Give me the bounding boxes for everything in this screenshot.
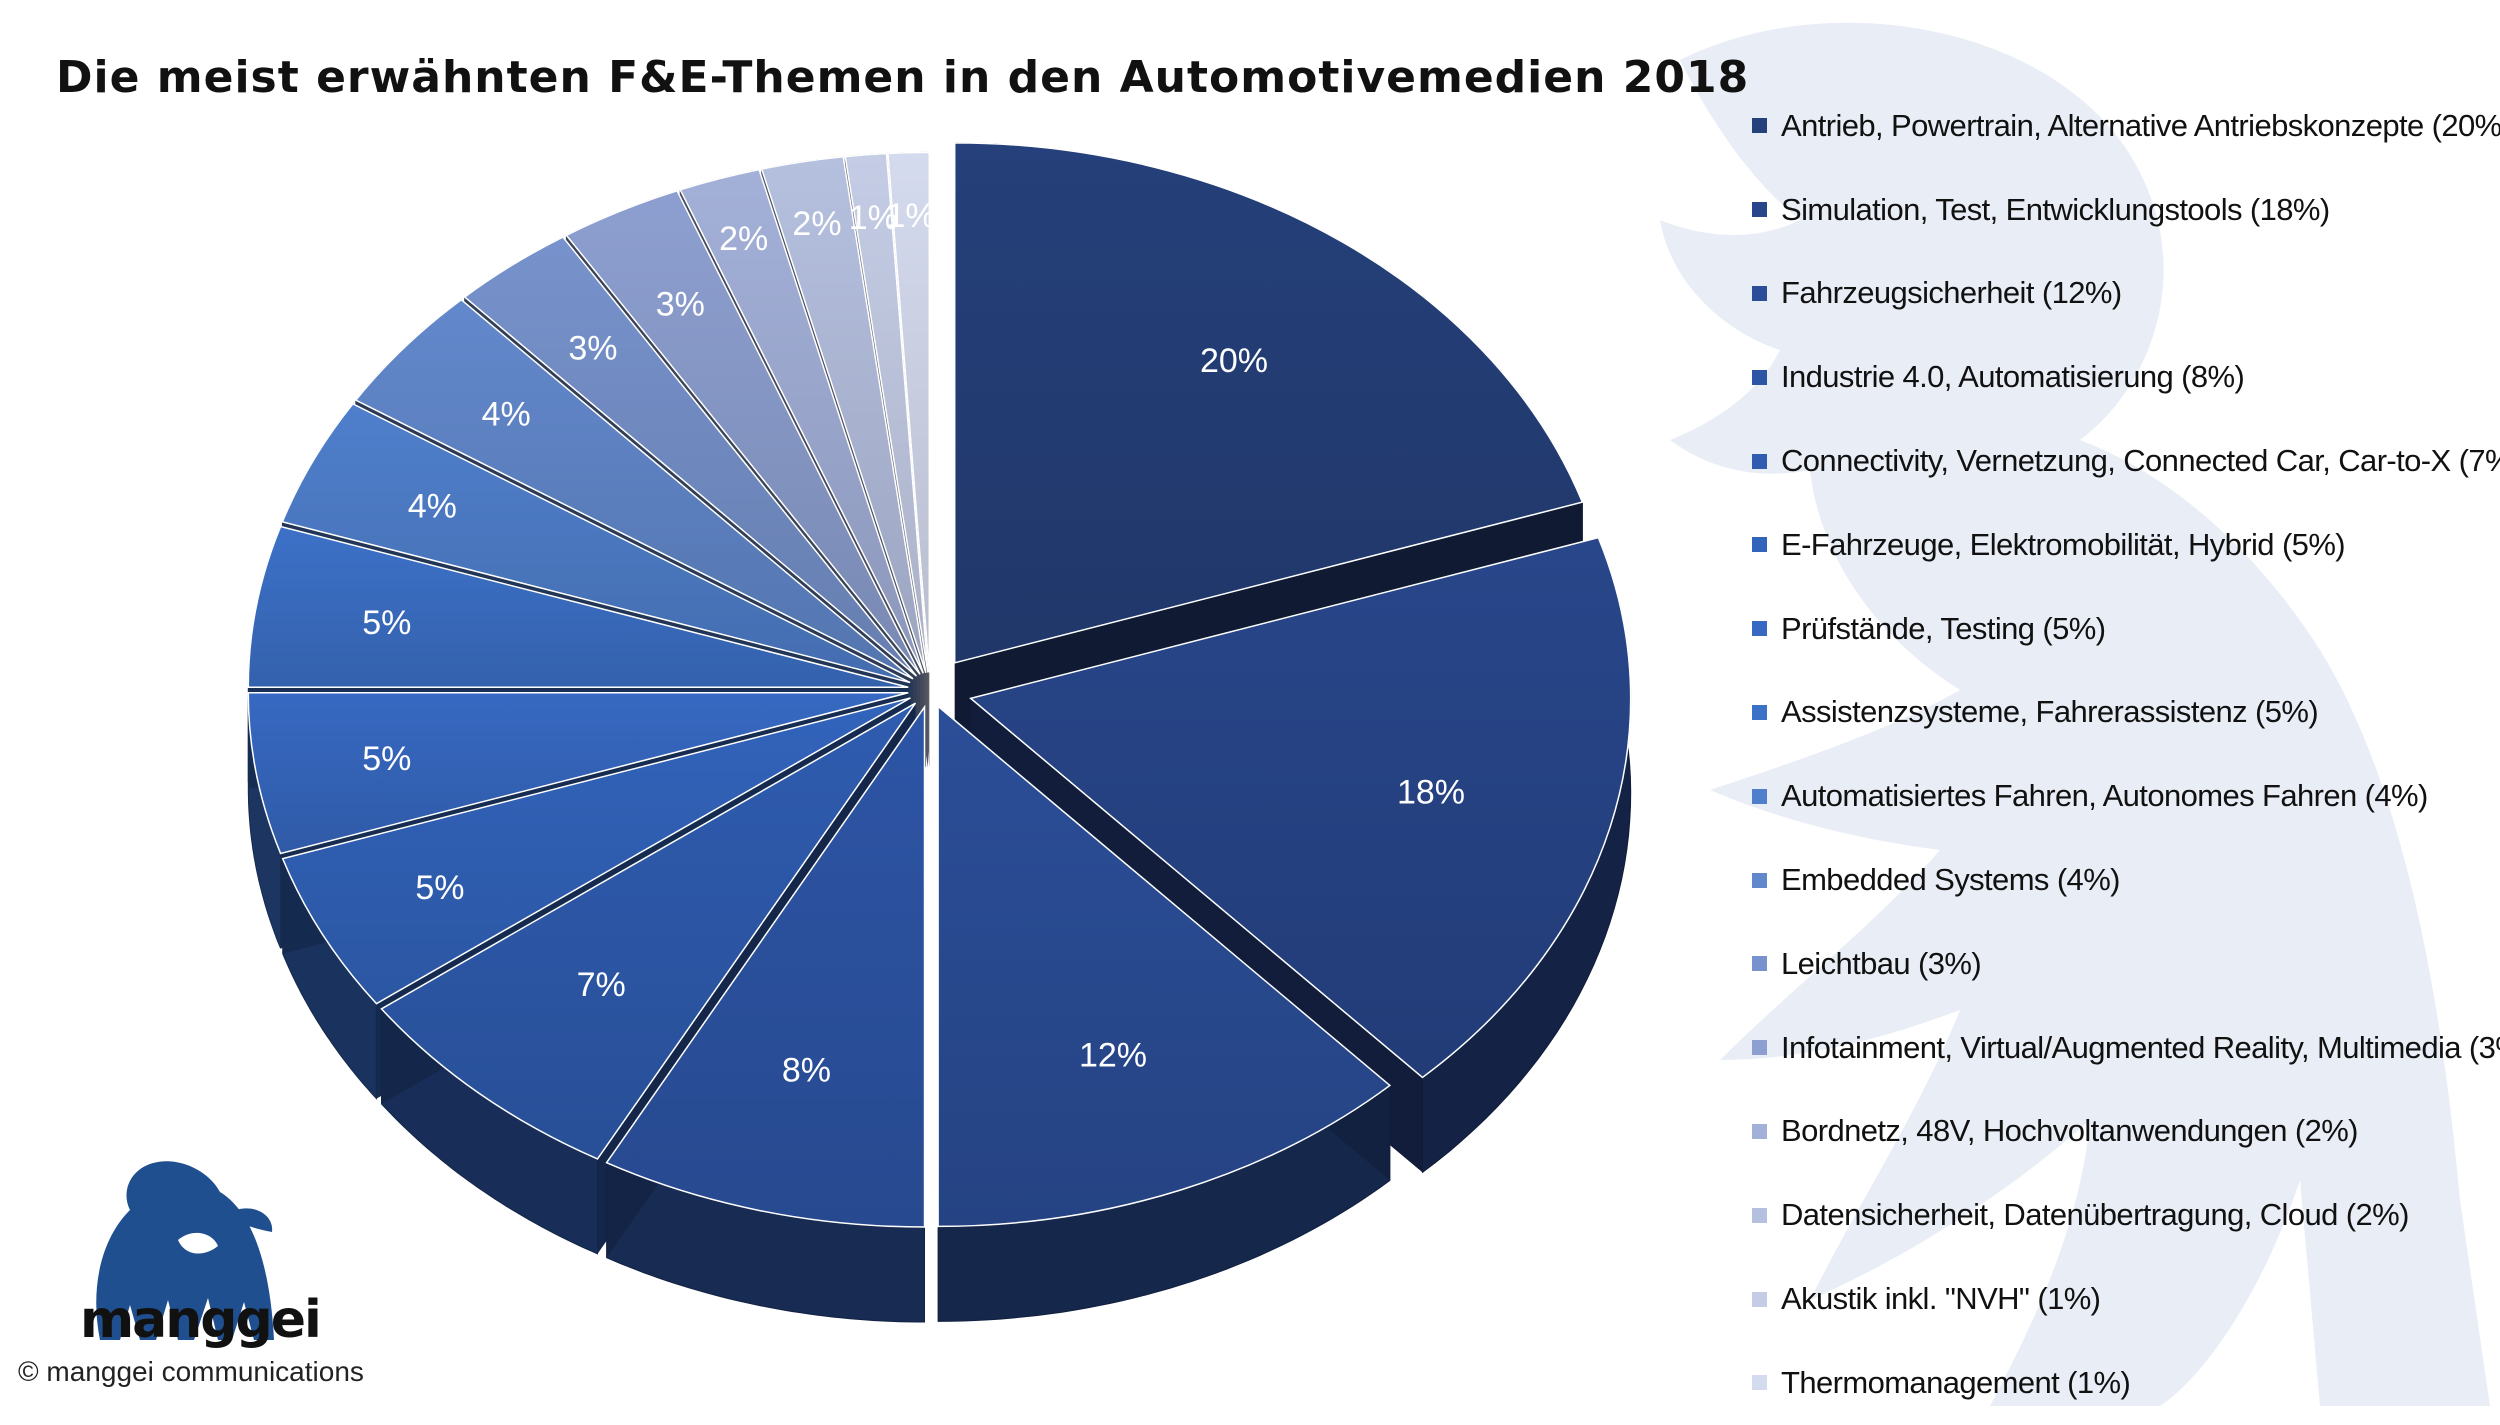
legend-label: Assistenzsysteme, Fahrerassistenz (5%) xyxy=(1781,694,2319,730)
slice-value-label: 5% xyxy=(415,869,464,907)
pie-slice-6 xyxy=(281,697,911,1005)
legend-swatch xyxy=(1752,285,1767,301)
legend-item: Antrieb, Powertrain, Alternative Antrieb… xyxy=(1752,84,2500,168)
legend-item: Infotainment, Virtual/Augmented Reality,… xyxy=(1752,1006,2500,1090)
pie-slice-14 xyxy=(760,155,927,673)
slice-value-label: 2% xyxy=(792,205,841,243)
pie-chart: 20%18%12%8%7%5%5%5%4%4%3%3%2% 2% 1%1% xyxy=(247,142,1632,1323)
legend-swatch xyxy=(1752,1123,1767,1139)
chart-title: Die meist erwähnten F&E-Themen in den Au… xyxy=(56,52,1750,103)
legend-swatch xyxy=(1752,202,1767,218)
legend-item: E-Fahrzeuge, Elektromobilität, Hybrid (5… xyxy=(1752,503,2492,587)
pie-slice-4 xyxy=(605,704,926,1228)
legend-label: Connectivity, Vernetzung, Connected Car,… xyxy=(1781,443,2500,479)
legend-label: Simulation, Test, Entwicklungstools (18%… xyxy=(1781,191,2330,227)
legend-label: Embedded Systems (4%) xyxy=(1781,862,2120,898)
legend-item: Bordnetz, 48V, Hochvoltanwendungen (2%) xyxy=(1752,1090,2492,1174)
legend-label: Thermomanagement (1%) xyxy=(1781,1364,2131,1400)
legend-swatch xyxy=(1752,1207,1767,1223)
legend-item: Industrie 4.0, Automatisierung (8%) xyxy=(1752,335,2492,419)
legend-swatch xyxy=(1752,369,1767,385)
legend-swatch xyxy=(1752,453,1767,469)
pie-slice-15 xyxy=(844,152,929,673)
slice-value-label: 8% xyxy=(782,1052,831,1090)
pie-slice-1 xyxy=(953,142,1584,664)
legend-label: Prüfstände, Testing (5%) xyxy=(1781,610,2106,646)
legend-swatch xyxy=(1752,537,1767,553)
legend-item: Leichtbau (3%) xyxy=(1752,922,2492,1006)
slice-value-label: 7% xyxy=(577,966,626,1004)
legend-swatch xyxy=(1752,118,1767,134)
slice-value-label: 2% xyxy=(719,220,768,258)
eagle-watermark xyxy=(1660,22,2490,1406)
legend-label: Akustik inkl. "NVH" (1%) xyxy=(1781,1281,2101,1317)
legend-swatch xyxy=(1752,788,1767,804)
slice-value-label: 1% xyxy=(887,197,936,235)
slice-value-label: 18% xyxy=(1397,774,1465,812)
pie-slice-13 xyxy=(679,168,924,674)
legend-label: Datensicherheit, Datenübertragung, Cloud… xyxy=(1781,1197,2409,1233)
legend-label: Bordnetz, 48V, Hochvoltanwendungen (2%) xyxy=(1781,1113,2359,1149)
legend-swatch xyxy=(1752,1291,1767,1307)
slice-value-label: 3% xyxy=(568,329,617,367)
pie-slice-9 xyxy=(281,402,911,684)
slice-value-label: 5% xyxy=(362,740,411,778)
legend-label: Leichtbau (3%) xyxy=(1781,945,1982,981)
legend-item: Simulation, Test, Entwicklungstools (18%… xyxy=(1752,168,2492,252)
slice-value-label: 4% xyxy=(408,487,457,525)
legend-label: E-Fahrzeuge, Elektromobilität, Hybrid (5… xyxy=(1781,526,2346,562)
legend-item: Thermomanagement (1%) xyxy=(1752,1341,2492,1425)
pie-slice-11 xyxy=(463,236,918,677)
pie-slice-5 xyxy=(380,702,917,1160)
pie-slice-8 xyxy=(247,525,909,688)
legend-swatch xyxy=(1752,956,1767,972)
pie-slice-10 xyxy=(354,298,914,680)
pie-slice-7 xyxy=(247,692,909,855)
legend-label: Industrie 4.0, Automatisierung (8%) xyxy=(1781,359,2245,395)
slice-value-label: 4% xyxy=(482,396,531,434)
legend-swatch xyxy=(1752,1375,1767,1391)
beaver-logo-icon xyxy=(96,1161,274,1340)
legend-swatch xyxy=(1752,1040,1767,1056)
legend-item: Assistenzsysteme, Fahrerassistenz (5%) xyxy=(1752,671,2492,755)
slice-value-label: 5% xyxy=(362,604,411,642)
logo-wordmark: manggei xyxy=(80,1290,322,1350)
slice-value-label: 12% xyxy=(1079,1037,1147,1075)
copyright-text: © manggei communications xyxy=(18,1356,364,1387)
pie-slice-2 xyxy=(969,536,1632,1079)
legend-item: Datensicherheit, Datenübertragung, Cloud… xyxy=(1752,1173,2492,1257)
legend-swatch xyxy=(1752,872,1767,888)
legend-label: Fahrzeugsicherheit (12%) xyxy=(1781,275,2122,311)
pie-slice-16 xyxy=(887,151,931,673)
slice-value-label: 3% xyxy=(656,286,705,324)
slice-value-label: 20% xyxy=(1200,342,1268,380)
pie-slice-12 xyxy=(565,189,921,675)
chart-legend: Antrieb, Powertrain, Alternative Antrieb… xyxy=(1752,84,2500,1425)
legend-item: Automatisiertes Fahren, Autonomes Fahren… xyxy=(1752,754,2492,838)
legend-label: Antrieb, Powertrain, Alternative Antrieb… xyxy=(1781,107,2500,143)
legend-item: Embedded Systems (4%) xyxy=(1752,838,2492,922)
slice-value-label: 1% xyxy=(849,199,898,237)
legend-item: Akustik inkl. "NVH" (1%) xyxy=(1752,1257,2492,1341)
legend-label: Automatisiertes Fahren, Autonomes Fahren… xyxy=(1781,778,2428,814)
legend-item: Connectivity, Vernetzung, Connected Car,… xyxy=(1752,419,2500,503)
legend-item: Prüfstände, Testing (5%) xyxy=(1752,587,2492,671)
legend-label: Infotainment, Virtual/Augmented Reality,… xyxy=(1781,1029,2500,1065)
pie-slice-3 xyxy=(937,704,1392,1228)
legend-swatch xyxy=(1752,621,1767,637)
legend-swatch xyxy=(1752,704,1767,720)
legend-item: Fahrzeugsicherheit (12%) xyxy=(1752,252,2492,336)
